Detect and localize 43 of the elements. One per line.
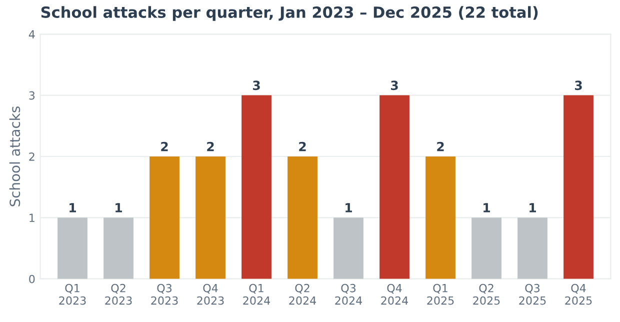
y-tick-label: 1 xyxy=(30,214,34,222)
data-label: 1 xyxy=(346,203,352,212)
bar xyxy=(380,95,410,279)
data-label: 1 xyxy=(70,203,76,212)
x-tick-label: Q1 2024 xyxy=(243,284,270,305)
y-axis-title: School attacks xyxy=(9,106,20,206)
y-tick-label: 0 xyxy=(29,274,35,284)
bar xyxy=(242,95,272,279)
bar xyxy=(564,95,594,279)
x-tick-label: Q2 2024 xyxy=(289,284,316,305)
bar xyxy=(58,218,88,279)
bar xyxy=(334,218,364,279)
y-tick-label: 2 xyxy=(29,152,34,161)
bar xyxy=(196,156,226,279)
bar xyxy=(426,156,456,279)
bar xyxy=(150,156,180,279)
data-label: 3 xyxy=(252,80,260,90)
bar xyxy=(104,218,134,279)
x-tick-label: Q4 2025 xyxy=(565,284,592,305)
bar xyxy=(288,156,318,279)
data-label: 2 xyxy=(207,142,214,152)
x-tick-label: Q4 2023 xyxy=(197,284,224,305)
x-tick-label: Q4 2024 xyxy=(381,284,408,305)
data-label: 1 xyxy=(530,203,536,212)
x-tick-label: Q3 2025 xyxy=(519,284,546,305)
data-label: 2 xyxy=(299,142,306,152)
x-tick-label: Q2 2025 xyxy=(473,284,500,305)
data-label: 2 xyxy=(161,142,168,152)
data-label: 1 xyxy=(484,203,490,212)
chart-title: School attacks per quarter, Jan 2023 – Dec 2025 (22 total) xyxy=(41,6,538,21)
y-tick-label: 4 xyxy=(28,30,35,38)
x-tick-label: Q3 2024 xyxy=(335,284,362,305)
x-tick-label: Q2 2023 xyxy=(105,284,132,305)
data-label: 2 xyxy=(437,142,444,152)
x-tick-label: Q3 2023 xyxy=(151,284,178,305)
data-label: 3 xyxy=(390,80,398,90)
y-tick-label: 3 xyxy=(29,91,35,100)
x-tick-label: Q1 2023 xyxy=(59,284,86,305)
x-tick-label: Q1 2025 xyxy=(427,284,454,305)
bar xyxy=(472,218,502,279)
data-label: 1 xyxy=(116,203,122,212)
bar xyxy=(518,218,548,279)
data-label: 3 xyxy=(574,80,582,90)
